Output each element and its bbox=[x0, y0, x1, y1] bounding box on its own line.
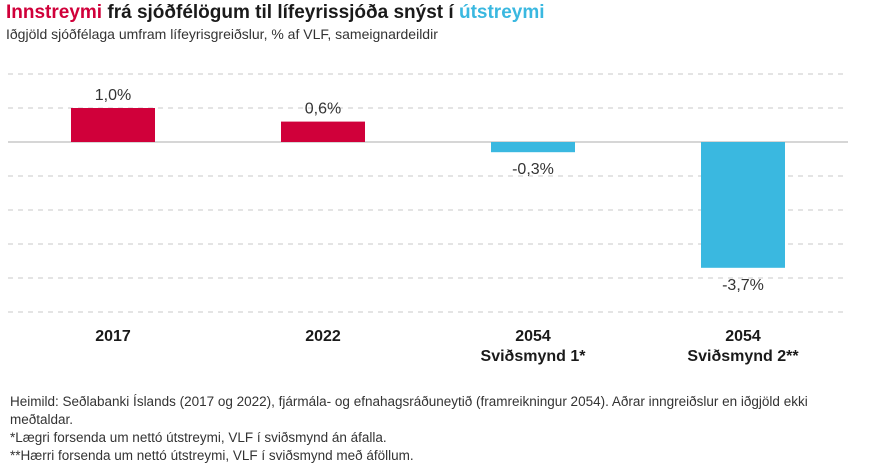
source-note: Heimild: Seðlabanki Íslands (2017 og 202… bbox=[10, 394, 808, 427]
category-sublabel: Sviðsmynd 2** bbox=[687, 348, 799, 365]
chart-subtitle: Iðgjöld sjóðfélaga umfram lífeyrisgreiðs… bbox=[6, 26, 438, 42]
chart-title: Innstreymi frá sjóðfélögum til lífeyriss… bbox=[6, 2, 545, 24]
bar bbox=[491, 142, 575, 153]
title-middle: frá sjóðfélögum til lífeyrissjóða snýst … bbox=[102, 2, 459, 23]
bar bbox=[281, 121, 365, 142]
data-label: 1,0% bbox=[95, 87, 131, 104]
bar bbox=[71, 108, 155, 142]
title-highlight-inflow: Innstreymi bbox=[6, 2, 103, 23]
category-label: 2022 bbox=[305, 328, 341, 345]
data-label: -3,7% bbox=[722, 277, 764, 294]
footnote-scenario-1: *Lægri forsenda um nettó útstreymi, VLF … bbox=[10, 430, 387, 445]
title-highlight-outflow: útstreymi bbox=[458, 2, 545, 23]
bar-chart: 1,0% 2017 0,6% 2022 -0,3% 2054 Sviðsmynd 1* -3,… bbox=[8, 73, 848, 365]
category-label: 2017 bbox=[95, 328, 131, 345]
footnote-scenario-2: **Hærri forsenda um nettó útstreymi, VLF… bbox=[10, 448, 414, 463]
category-label: 2054 bbox=[515, 328, 551, 345]
data-label: 0,6% bbox=[305, 101, 341, 118]
category-label: 2054 bbox=[725, 328, 761, 345]
category-sublabel: Sviðsmynd 1* bbox=[481, 348, 587, 365]
data-label: -0,3% bbox=[512, 161, 554, 178]
source-notes: Heimild: Seðlabanki Íslands (2017 og 202… bbox=[10, 393, 870, 465]
bar bbox=[701, 142, 785, 268]
